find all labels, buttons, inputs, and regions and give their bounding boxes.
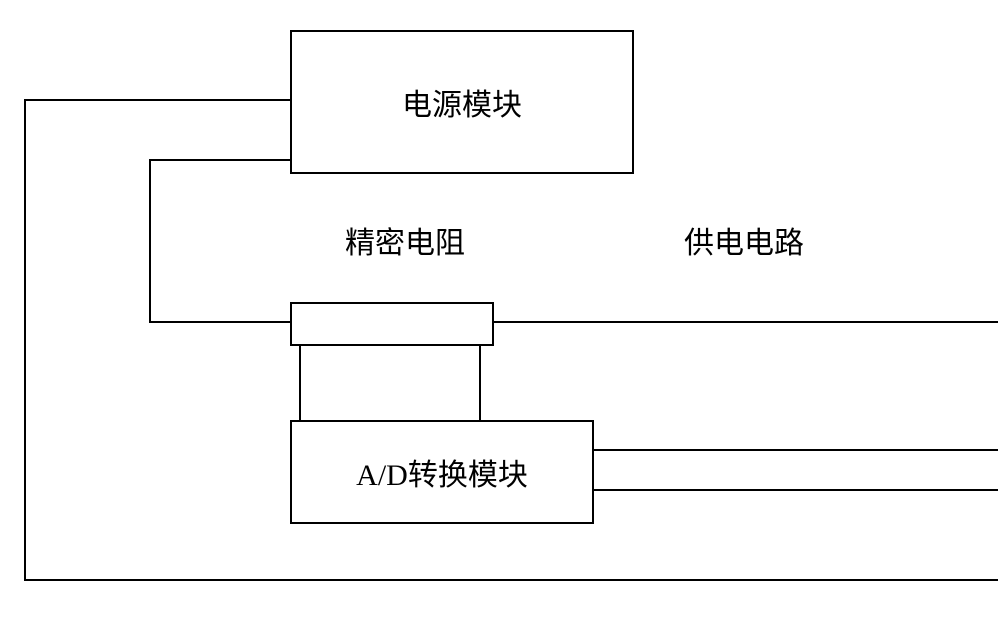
supply-circuit-label: 供电电路 xyxy=(684,218,804,262)
power-module-label: 电源模块 xyxy=(402,80,522,124)
power-module-box: 电源模块 xyxy=(290,30,634,174)
precision-resistor-box xyxy=(290,302,494,346)
resistor-text-label: 精密电阻 xyxy=(345,218,465,262)
adc-module-label: A/D转换模块 xyxy=(356,450,528,494)
adc-module-box: A/D转换模块 xyxy=(290,420,594,524)
